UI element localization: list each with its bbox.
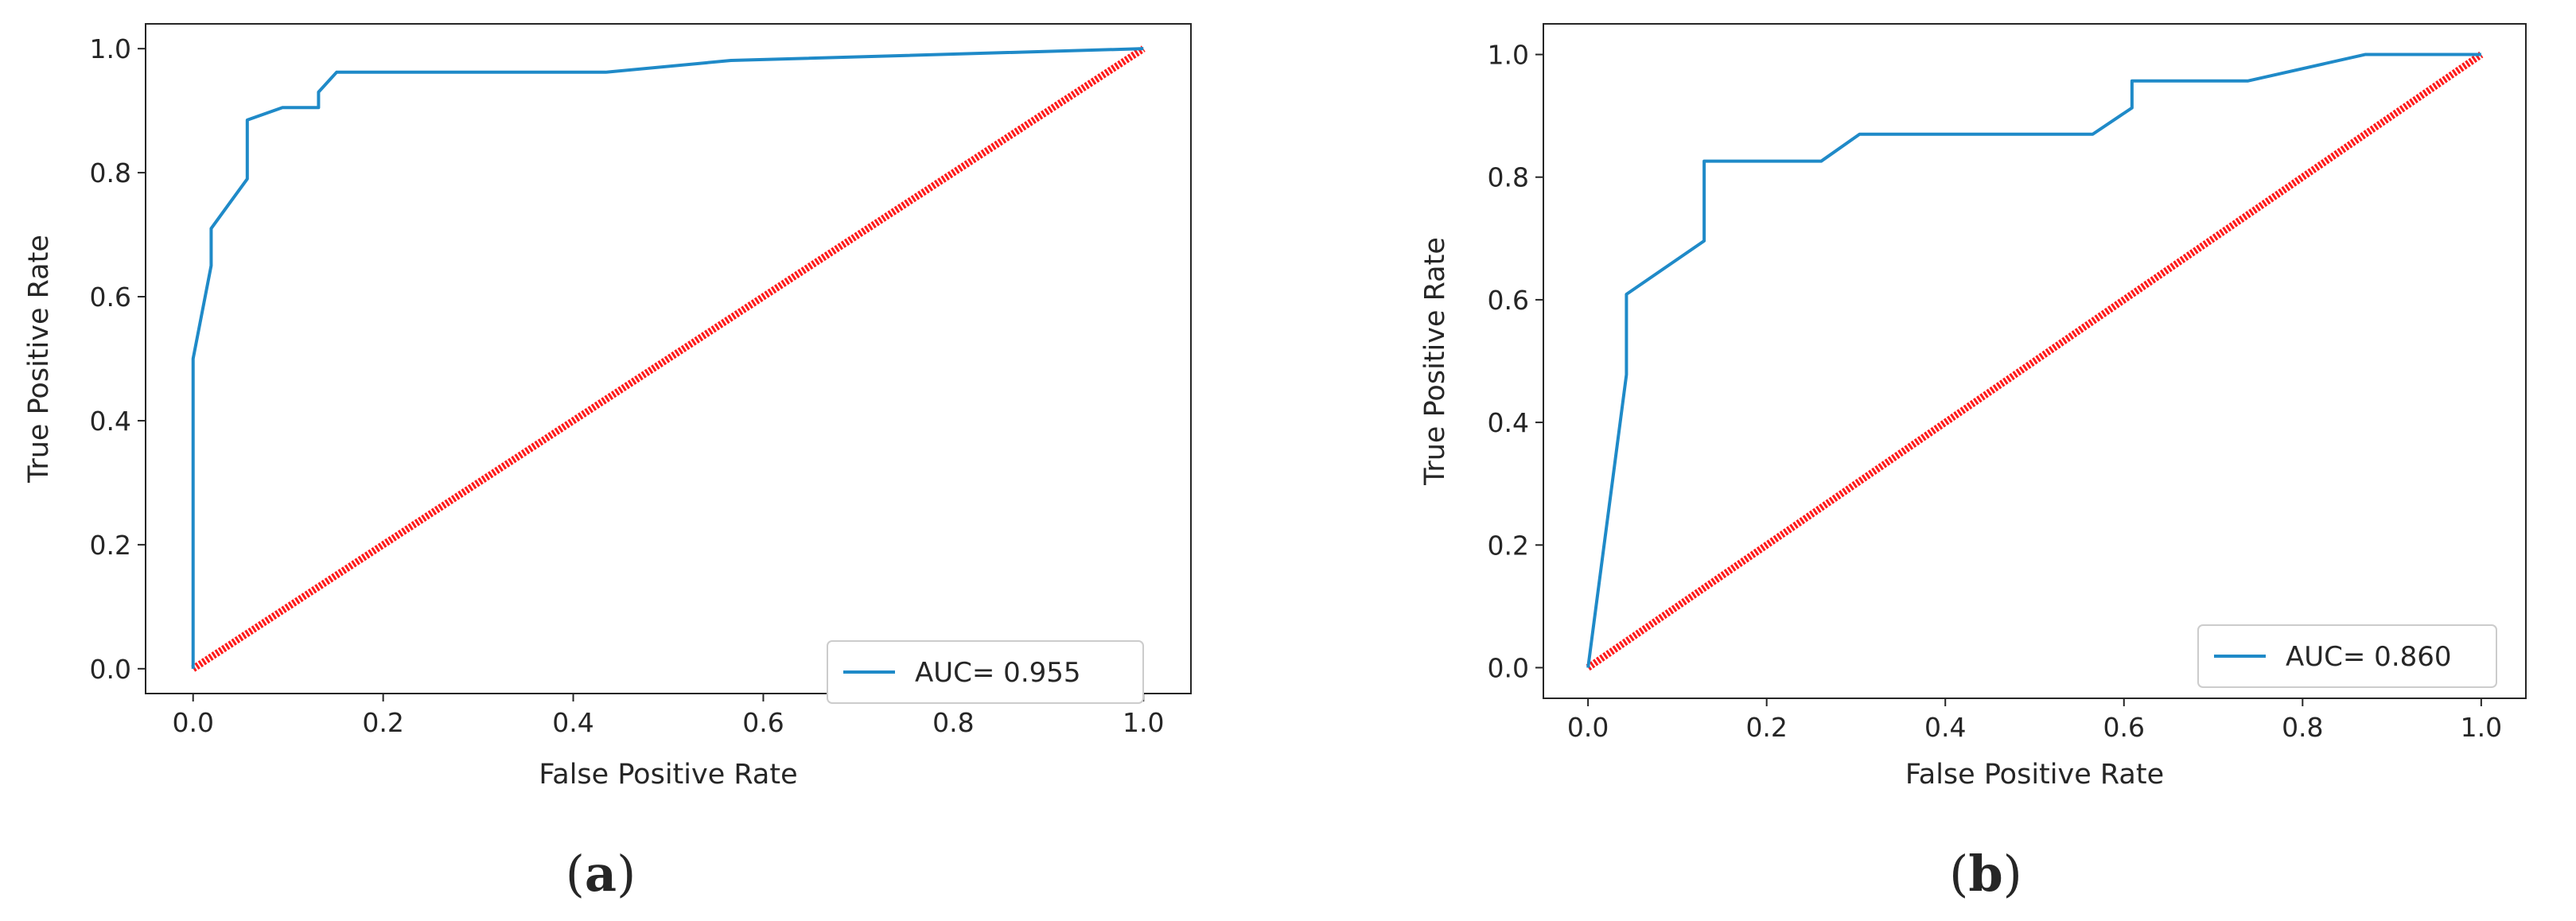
x-tick-label: 0.4	[1924, 712, 1966, 743]
legend-label: AUC= 0.955	[915, 657, 1081, 689]
diagonal-reference-line	[191, 45, 1146, 672]
panel-caption: (b)	[1949, 845, 2022, 903]
legend: AUC= 0.955	[827, 640, 1144, 704]
caption-letter: a	[585, 845, 617, 903]
x-tick-label: 0.8	[2282, 712, 2323, 743]
caption-paren: )	[2003, 845, 2022, 903]
legend-box	[2197, 624, 2497, 688]
x-tick-label: 0.0	[1567, 712, 1609, 743]
y-tick-label: 0.4	[1488, 407, 1529, 438]
plot-frame	[1543, 23, 2527, 699]
y-tick-label: 0.0	[90, 654, 131, 685]
panel-caption: (a)	[566, 845, 636, 903]
x-axis-label: False Positive Rate	[539, 759, 797, 791]
caption-letter: b	[1968, 845, 2002, 903]
y-tick-label: 1.0	[1488, 40, 1529, 71]
x-tick-label: 0.8	[932, 707, 974, 738]
y-tick-label: 0.2	[1488, 530, 1529, 561]
caption-paren: )	[617, 845, 636, 903]
x-tick-label: 0.0	[172, 707, 213, 738]
caption-paren: (	[566, 845, 585, 903]
x-tick-label: 0.2	[362, 707, 403, 738]
x-tick-label: 1.0	[2461, 712, 2502, 743]
legend: AUC= 0.860	[2197, 624, 2497, 688]
legend-label: AUC= 0.860	[2286, 641, 2452, 673]
y-tick-label: 0.6	[90, 282, 131, 313]
y-tick-label: 0.6	[1488, 285, 1529, 316]
x-tick-label: 1.0	[1123, 707, 1164, 738]
roc-chart-b: 0.0 0.2 0.4 0.6 0.8 1.0 0.0 0.2 0.4 0.6 0.8 1.0 Fals…	[1419, 23, 2527, 903]
y-tick-label: 0.8	[1488, 162, 1529, 193]
y-tick-label: 0.8	[90, 157, 131, 188]
y-tick-label: 0.2	[90, 530, 131, 561]
x-axis-label: False Positive Rate	[1905, 759, 2164, 791]
y-tick-label: 0.4	[90, 406, 131, 437]
roc-curve-line	[191, 47, 1144, 669]
y-tick-label: 0.0	[1488, 652, 1529, 683]
y-tick-label: 1.0	[90, 33, 131, 64]
x-tick-label: 0.6	[742, 707, 784, 738]
roc-chart-a: 0.0 0.2 0.4 0.6 0.8 1.0 0.0 0.2 0.4 0.6 0.8 1.0 Fals…	[23, 23, 1192, 903]
plot-frame	[145, 23, 1192, 694]
roc-curve-line	[1586, 52, 2481, 668]
caption-paren: (	[1949, 845, 1968, 903]
x-tick-label: 0.4	[552, 707, 593, 738]
x-tick-label: 0.2	[1745, 712, 1787, 743]
y-axis-label: True Positive Rate	[23, 235, 55, 484]
legend-box	[827, 640, 1144, 704]
y-axis-label: True Positive Rate	[1419, 237, 1451, 486]
diagonal-reference-line	[1586, 51, 2484, 671]
x-tick-label: 0.6	[2103, 712, 2145, 743]
